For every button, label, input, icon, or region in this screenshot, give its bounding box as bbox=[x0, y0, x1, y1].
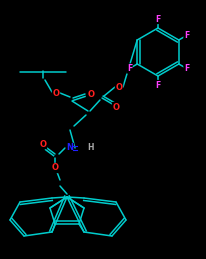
Text: F: F bbox=[155, 15, 160, 24]
Text: F: F bbox=[155, 81, 160, 90]
Text: N: N bbox=[66, 143, 73, 153]
Text: O: O bbox=[87, 90, 94, 98]
Text: F: F bbox=[183, 31, 188, 40]
Text: O: O bbox=[51, 163, 58, 172]
Text: F: F bbox=[183, 64, 188, 73]
Text: O: O bbox=[112, 103, 119, 112]
Text: O: O bbox=[39, 140, 46, 148]
Text: F: F bbox=[126, 64, 131, 73]
Text: O: O bbox=[52, 89, 59, 97]
Text: H: H bbox=[87, 143, 94, 153]
Text: O: O bbox=[115, 83, 122, 91]
